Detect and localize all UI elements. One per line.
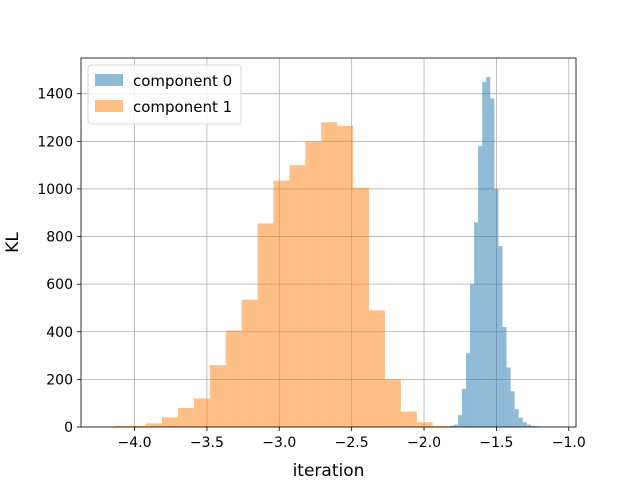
histogram-bar xyxy=(416,422,433,427)
y-tick-label: 400 xyxy=(46,325,73,341)
legend-swatch xyxy=(95,100,123,112)
histogram-bar xyxy=(490,98,495,427)
histogram-bar xyxy=(470,284,475,427)
histogram-bar xyxy=(518,417,523,427)
x-axis-ticks: −4.0 −3.5 −3.0 −2.5 −2.0 −1.5 −1.0 xyxy=(118,427,586,451)
histogram-bar xyxy=(209,365,226,427)
histogram-bar xyxy=(506,367,511,427)
histogram-bar xyxy=(449,425,454,427)
histogram-bar xyxy=(273,180,290,427)
y-tick-label: 600 xyxy=(46,277,73,293)
histogram-bar xyxy=(526,424,531,427)
histogram-bar xyxy=(305,141,322,428)
histogram-bar xyxy=(514,409,519,427)
legend-swatch xyxy=(95,74,123,86)
y-tick-label: 800 xyxy=(46,230,73,246)
series-0-bars xyxy=(449,77,552,428)
histogram-bar xyxy=(193,398,210,427)
histogram-bar xyxy=(321,122,338,428)
histogram-bar xyxy=(522,422,527,427)
legend-label: component 1 xyxy=(133,98,232,116)
histogram-bar xyxy=(453,424,458,427)
histogram-bar xyxy=(498,246,503,427)
histogram-bar xyxy=(384,379,401,427)
histogram-bar xyxy=(337,125,354,427)
histogram-bar xyxy=(241,299,258,427)
y-tick-label: 1200 xyxy=(37,134,73,150)
legend-box xyxy=(87,64,242,125)
x-tick-label: −3.0 xyxy=(262,435,296,451)
histogram-bar xyxy=(466,353,471,427)
y-axis-ticks: 0 200 400 600 800 1000 1200 1400 xyxy=(37,87,81,436)
x-tick-label: −1.0 xyxy=(552,435,586,451)
histogram-bar xyxy=(400,411,417,427)
histogram-bar xyxy=(482,81,487,427)
plot-frame xyxy=(80,57,577,428)
histogram-bar xyxy=(486,77,491,427)
histogram-bar xyxy=(130,425,147,427)
histogram-bar xyxy=(177,407,194,427)
x-axis-label: iteration xyxy=(293,461,365,480)
y-tick-label: 1400 xyxy=(37,87,73,103)
x-tick-label: −4.0 xyxy=(118,435,152,451)
x-tick-label: −2.5 xyxy=(335,435,369,451)
y-axis-label: KL xyxy=(3,232,23,253)
histogram-bar xyxy=(457,415,462,427)
histogram-bar xyxy=(494,188,499,427)
histogram-bar xyxy=(146,423,163,427)
y-tick-label: 200 xyxy=(46,372,73,388)
y-tick-label: 1000 xyxy=(37,182,73,198)
histogram-bar xyxy=(510,391,515,427)
histogram-bar xyxy=(474,222,479,427)
histogram-bar xyxy=(530,425,535,427)
x-tick-label: −1.5 xyxy=(479,435,513,451)
histogram-bar xyxy=(257,223,274,427)
histogram-bar xyxy=(432,425,449,427)
x-tick-label: −3.5 xyxy=(190,435,224,451)
histogram-bar xyxy=(162,417,178,427)
series-1-bars xyxy=(114,122,465,428)
histogram-bar xyxy=(478,146,483,428)
legend: component 0 component 1 xyxy=(87,64,242,125)
legend-label: component 0 xyxy=(133,72,232,90)
histogram-bar xyxy=(369,310,385,427)
histogram-bar xyxy=(502,327,507,427)
histogram-bar xyxy=(289,165,306,427)
histogram-bar xyxy=(114,425,131,427)
histogram-bar xyxy=(353,187,370,427)
y-tick-label: 0 xyxy=(64,420,73,436)
histogram-bar xyxy=(225,330,242,427)
bars xyxy=(114,77,552,428)
x-tick-label: −2.0 xyxy=(407,435,441,451)
histogram-bar xyxy=(461,388,466,427)
